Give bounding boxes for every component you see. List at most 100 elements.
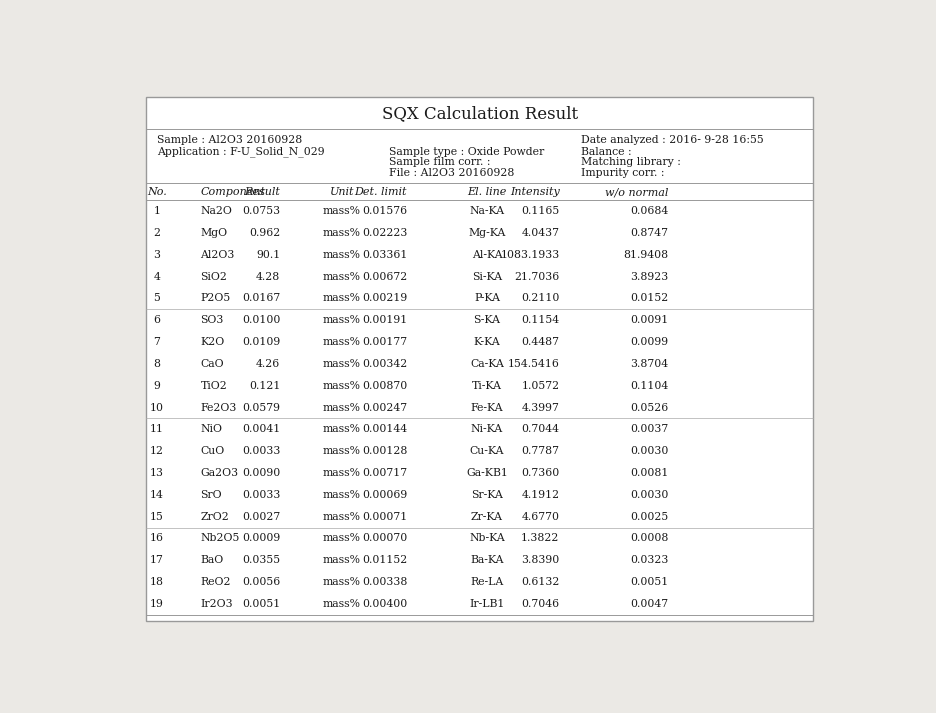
Text: 0.01576: 0.01576 — [362, 206, 407, 216]
Text: 3: 3 — [154, 250, 160, 260]
Text: SQX Calculation Result: SQX Calculation Result — [382, 106, 578, 123]
Text: 4.3997: 4.3997 — [521, 403, 560, 413]
Text: 0.0047: 0.0047 — [630, 599, 668, 609]
Text: 15: 15 — [150, 512, 164, 522]
Text: Mg-KA: Mg-KA — [468, 228, 505, 238]
Text: 0.00342: 0.00342 — [362, 359, 407, 369]
Text: 0.0100: 0.0100 — [241, 315, 280, 325]
Text: 0.962: 0.962 — [249, 228, 280, 238]
Text: mass%: mass% — [323, 512, 361, 522]
Text: 0.0323: 0.0323 — [630, 555, 668, 565]
Text: 0.00400: 0.00400 — [362, 599, 407, 609]
Text: 0.01152: 0.01152 — [362, 555, 407, 565]
Text: 154.5416: 154.5416 — [507, 359, 560, 369]
Text: File : Al2O3 20160928: File : Al2O3 20160928 — [389, 168, 515, 178]
Text: 0.1154: 0.1154 — [521, 315, 560, 325]
Text: mass%: mass% — [323, 359, 361, 369]
Text: 0.0167: 0.0167 — [242, 294, 280, 304]
Text: 0.0753: 0.0753 — [242, 206, 280, 216]
Text: 0.0081: 0.0081 — [630, 468, 668, 478]
Text: mass%: mass% — [323, 555, 361, 565]
Text: 0.7787: 0.7787 — [521, 446, 560, 456]
Text: Ca-KA: Ca-KA — [470, 359, 504, 369]
Text: NiO: NiO — [200, 424, 223, 434]
Text: 81.9408: 81.9408 — [623, 250, 668, 260]
Text: 6: 6 — [154, 315, 160, 325]
Text: Sample type : Oxide Powder: Sample type : Oxide Powder — [389, 147, 544, 157]
Text: Result: Result — [244, 187, 280, 197]
Text: 0.00071: 0.00071 — [362, 512, 407, 522]
Text: 90.1: 90.1 — [256, 250, 280, 260]
Text: 14: 14 — [150, 490, 164, 500]
Text: 4.26: 4.26 — [256, 359, 280, 369]
Text: 0.00070: 0.00070 — [362, 533, 407, 543]
Text: mass%: mass% — [323, 228, 361, 238]
Text: 0.02223: 0.02223 — [362, 228, 407, 238]
Text: 0.0109: 0.0109 — [242, 337, 280, 347]
Text: Ga2O3: Ga2O3 — [200, 468, 239, 478]
Text: El. line: El. line — [467, 187, 506, 197]
Text: 2: 2 — [154, 228, 160, 238]
Text: 12: 12 — [150, 446, 164, 456]
Text: 0.00247: 0.00247 — [362, 403, 407, 413]
Text: 8: 8 — [154, 359, 160, 369]
Text: 0.00191: 0.00191 — [362, 315, 407, 325]
Text: 0.00069: 0.00069 — [362, 490, 407, 500]
Text: Sr-KA: Sr-KA — [471, 490, 503, 500]
Text: 0.7046: 0.7046 — [521, 599, 560, 609]
Text: Nb-KA: Nb-KA — [469, 533, 505, 543]
Text: 10: 10 — [150, 403, 164, 413]
Text: Ir-LB1: Ir-LB1 — [469, 599, 505, 609]
Text: 0.0099: 0.0099 — [630, 337, 668, 347]
Text: Impurity corr. :: Impurity corr. : — [581, 168, 665, 178]
Text: 0.7360: 0.7360 — [521, 468, 560, 478]
Text: Fe2O3: Fe2O3 — [200, 403, 237, 413]
Text: 0.0037: 0.0037 — [630, 424, 668, 434]
Text: 0.00219: 0.00219 — [362, 294, 407, 304]
Text: 1.3822: 1.3822 — [521, 533, 560, 543]
Text: 1.0572: 1.0572 — [521, 381, 560, 391]
Text: 4: 4 — [154, 272, 160, 282]
Text: mass%: mass% — [323, 490, 361, 500]
Text: mass%: mass% — [323, 577, 361, 587]
Text: P2O5: P2O5 — [200, 294, 230, 304]
Text: 0.0033: 0.0033 — [241, 446, 280, 456]
Text: 4.28: 4.28 — [256, 272, 280, 282]
Text: 0.0041: 0.0041 — [242, 424, 280, 434]
Text: TiO2: TiO2 — [200, 381, 227, 391]
Text: 0.0051: 0.0051 — [630, 577, 668, 587]
Text: 7: 7 — [154, 337, 160, 347]
Text: S-KA: S-KA — [474, 315, 501, 325]
Text: 0.1165: 0.1165 — [521, 206, 560, 216]
Text: 4.1912: 4.1912 — [521, 490, 560, 500]
Text: Ni-KA: Ni-KA — [471, 424, 503, 434]
Text: Sample film corr. :: Sample film corr. : — [389, 158, 490, 168]
Text: K-KA: K-KA — [474, 337, 501, 347]
Text: mass%: mass% — [323, 381, 361, 391]
Text: 1: 1 — [154, 206, 160, 216]
Text: Ga-KB1: Ga-KB1 — [466, 468, 508, 478]
Text: 0.0056: 0.0056 — [242, 577, 280, 587]
Text: mass%: mass% — [323, 403, 361, 413]
Text: 0.6132: 0.6132 — [521, 577, 560, 587]
Text: K2O: K2O — [200, 337, 225, 347]
Text: ReO2: ReO2 — [200, 577, 231, 587]
Text: SiO2: SiO2 — [200, 272, 227, 282]
Text: 0.0684: 0.0684 — [630, 206, 668, 216]
Text: Si-KA: Si-KA — [472, 272, 502, 282]
Text: 18: 18 — [150, 577, 164, 587]
Text: 0.00672: 0.00672 — [362, 272, 407, 282]
Text: Ir2O3: Ir2O3 — [200, 599, 233, 609]
Text: 0.0025: 0.0025 — [630, 512, 668, 522]
FancyBboxPatch shape — [146, 96, 813, 621]
Text: mass%: mass% — [323, 599, 361, 609]
Text: 0.8747: 0.8747 — [630, 228, 668, 238]
Text: 0.0091: 0.0091 — [630, 315, 668, 325]
Text: CuO: CuO — [200, 446, 225, 456]
Text: 0.7044: 0.7044 — [521, 424, 560, 434]
Text: 3.8390: 3.8390 — [521, 555, 560, 565]
Text: 11: 11 — [150, 424, 164, 434]
Text: Na-KA: Na-KA — [469, 206, 505, 216]
Text: 0.0090: 0.0090 — [242, 468, 280, 478]
Text: 0.0579: 0.0579 — [242, 403, 280, 413]
